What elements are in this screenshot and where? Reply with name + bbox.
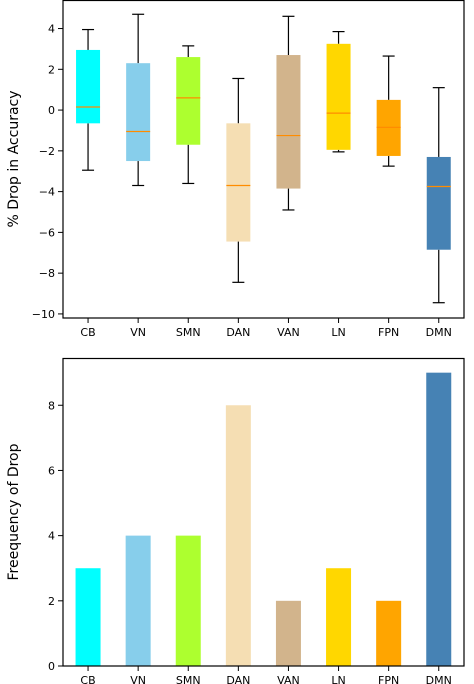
y-tick-label: 4: [48, 530, 55, 543]
x-tick-label: LN: [331, 674, 345, 684]
x-tick-label: DAN: [226, 326, 250, 339]
box-vn: [126, 63, 151, 162]
x-tick-label: CB: [80, 326, 95, 339]
x-tick-label: VAN: [277, 326, 300, 339]
y-tick-label: 8: [48, 399, 55, 412]
y-tick-label: 0: [48, 104, 55, 117]
x-tick-label: FPN: [378, 326, 399, 339]
box-dan: [226, 123, 251, 242]
y-tick-label: −10: [32, 308, 55, 321]
y-tick-label: 2: [48, 63, 55, 76]
bar-cb: [75, 568, 101, 666]
y-tick-label: 2: [48, 595, 55, 608]
y-tick-label: 0: [48, 660, 55, 673]
y-tick-label: −6: [39, 226, 55, 239]
bar-dmn: [426, 372, 452, 666]
bar-fpn: [376, 600, 402, 666]
x-tick-label: VAN: [277, 674, 300, 684]
x-tick-label: DMN: [426, 326, 452, 339]
box-van: [276, 55, 301, 189]
bar-smn: [175, 535, 201, 666]
y-tick-label: 6: [48, 464, 55, 477]
x-tick-label: LN: [331, 326, 345, 339]
y-axis-label: % Drop in Accuracy: [6, 90, 22, 227]
x-tick-label: VN: [130, 326, 146, 339]
plot-frame: [62, 0, 465, 319]
x-tick-label: DMN: [426, 674, 452, 684]
x-tick-label: SMN: [176, 674, 201, 684]
box-ln: [326, 43, 351, 150]
plot-frame: [62, 357, 465, 667]
box-cb: [76, 49, 101, 124]
box-dmn: [426, 156, 451, 250]
y-tick-label: −4: [39, 186, 55, 199]
x-tick-label: CB: [80, 674, 95, 684]
boxplot-panel: 4 2 0 −2 −4 −6 −8 −10 CB VN SMN DAN VAN LN FPN DMN % Dro…: [6, 0, 465, 339]
x-tick-label: VN: [130, 674, 146, 684]
x-tick-label: FPN: [378, 674, 399, 684]
y-axis-label: Freequency of Drop: [6, 443, 22, 580]
bar-ln: [326, 568, 352, 666]
bar-van: [275, 600, 301, 666]
x-tick-label: DAN: [226, 674, 250, 684]
box-smn: [176, 57, 201, 145]
bar-dan: [225, 405, 251, 666]
y-tick-label: 4: [48, 23, 55, 36]
y-tick-label: −8: [39, 267, 55, 280]
bar-chart-panel: 0 2 4 6 8 CB VN SMN DAN VAN LN FPN DMN Freequency of …: [6, 357, 465, 684]
x-tick-label: SMN: [176, 326, 201, 339]
bar-vn: [125, 535, 151, 666]
y-tick-label: −2: [39, 145, 55, 158]
